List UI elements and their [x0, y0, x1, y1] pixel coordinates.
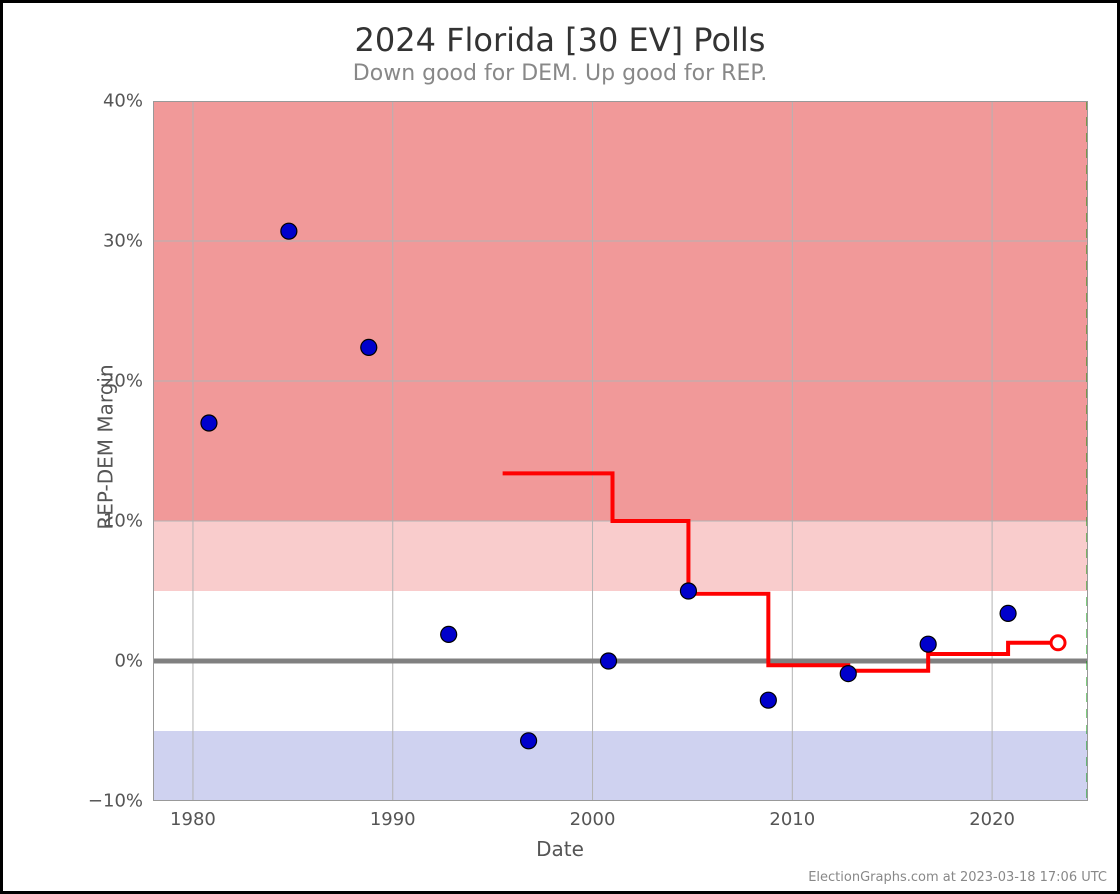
chart-subtitle: Down good for DEM. Up good for REP.: [3, 61, 1117, 86]
y-tick-label: 40%: [83, 91, 143, 112]
attribution-text: ElectionGraphs.com at 2023-03-18 17:06 U…: [808, 870, 1107, 885]
y-tick-label: 0%: [83, 651, 143, 672]
x-tick-label: 2010: [769, 809, 815, 830]
x-tick-label: 2020: [969, 809, 1015, 830]
y-tick-label: 20%: [83, 371, 143, 392]
x-tick-label: 1980: [170, 809, 216, 830]
chart-container: 2024 Florida [30 EV] Polls Down good for…: [0, 0, 1120, 894]
y-tick-label: 10%: [83, 511, 143, 532]
x-tick-label: 2000: [570, 809, 616, 830]
plot-area: [153, 101, 1088, 801]
x-tick-label: 1990: [370, 809, 416, 830]
y-tick-label: −10%: [83, 791, 143, 812]
y-tick-label: 30%: [83, 231, 143, 252]
x-axis-label: Date: [3, 837, 1117, 861]
chart-title: 2024 Florida [30 EV] Polls: [3, 21, 1117, 59]
